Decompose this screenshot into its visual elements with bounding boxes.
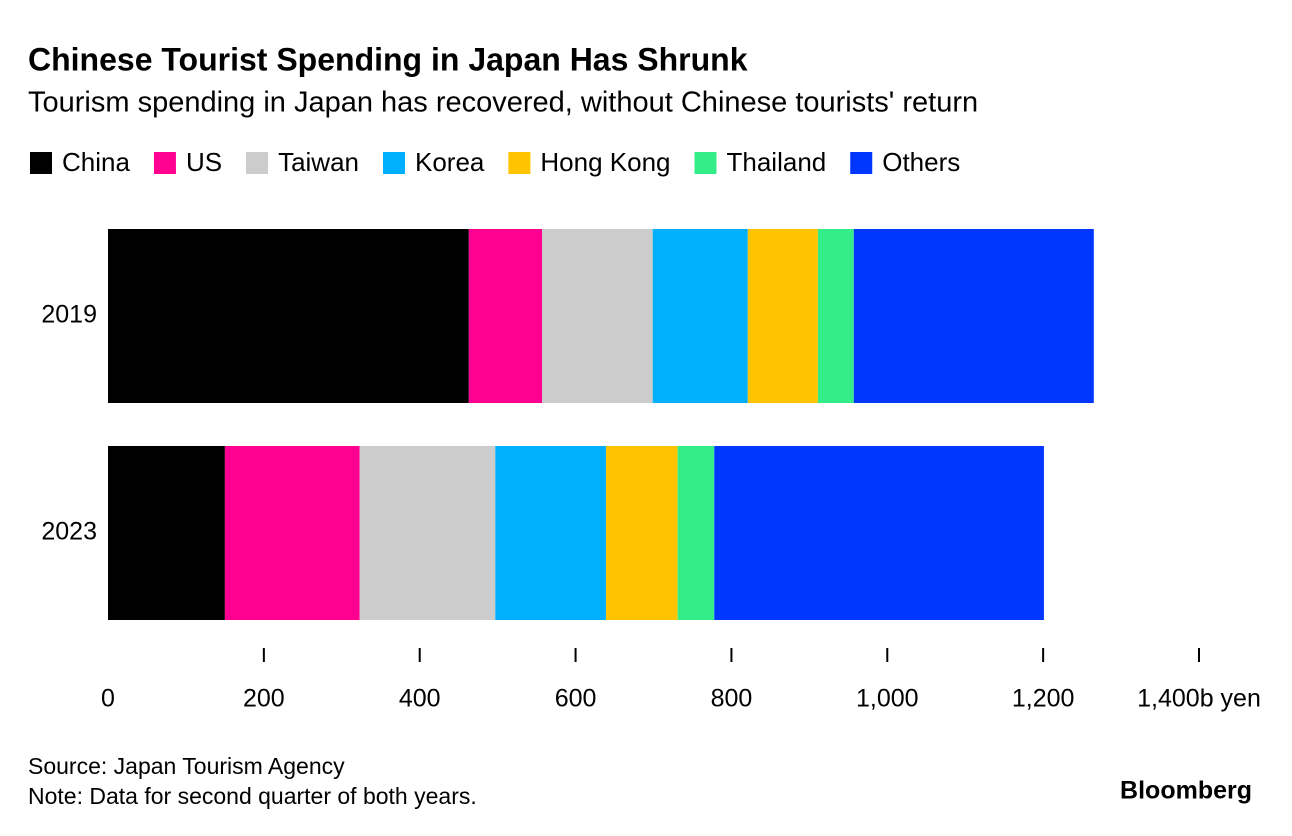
- x-tick-label: 1,400b yen: [1137, 685, 1261, 713]
- y-tick-label: 2023: [41, 518, 97, 546]
- brand: Bloomberg: [1120, 777, 1252, 805]
- bar-segment: [108, 446, 225, 620]
- legend-label: US: [186, 147, 222, 177]
- legend-label: Thailand: [727, 147, 827, 177]
- legend-swatch: [153, 152, 176, 174]
- bar-segment: [817, 229, 854, 403]
- bar-segment: [652, 229, 748, 403]
- note: Note: Data for second quarter of both ye…: [28, 783, 477, 809]
- legend-swatch: [850, 152, 873, 174]
- x-tick-label: 600: [555, 685, 597, 713]
- chart-title: Chinese Tourist Spending in Japan Has Sh…: [28, 41, 748, 77]
- legend-swatch: [30, 152, 52, 174]
- legend-swatch: [508, 152, 531, 174]
- legend-swatch: [694, 152, 717, 174]
- legend-label: Taiwan: [278, 147, 359, 177]
- bar-segment: [605, 446, 678, 620]
- bar-segment: [542, 229, 653, 403]
- legend-swatch: [383, 152, 405, 174]
- legend-label: Others: [882, 147, 960, 177]
- source: Source: Japan Tourism Agency: [28, 753, 345, 779]
- x-tick-label: 0: [101, 685, 115, 713]
- bar-segment: [853, 229, 1094, 403]
- legend-label: China: [62, 147, 130, 177]
- bar-segment: [108, 229, 469, 403]
- bar-segment: [677, 446, 715, 620]
- chart-subtitle: Tourism spending in Japan has recovered,…: [28, 87, 978, 119]
- bar-segment: [714, 446, 1044, 620]
- bar-segment: [359, 446, 496, 620]
- y-tick-label: 2019: [41, 301, 97, 329]
- legend-swatch: [246, 152, 269, 174]
- bar-segment: [495, 446, 606, 620]
- x-tick-label: 200: [243, 685, 285, 713]
- legend-label: Hong Kong: [540, 147, 670, 177]
- x-tick-label: 1,200: [1012, 685, 1075, 713]
- x-tick-label: 1,000: [856, 685, 919, 713]
- x-tick-label: 400: [399, 685, 441, 713]
- bar-segment: [747, 229, 818, 403]
- legend-label: Korea: [415, 147, 485, 177]
- bar-segment: [468, 229, 543, 403]
- x-tick-label: 800: [711, 685, 753, 713]
- bar-segment: [224, 446, 360, 620]
